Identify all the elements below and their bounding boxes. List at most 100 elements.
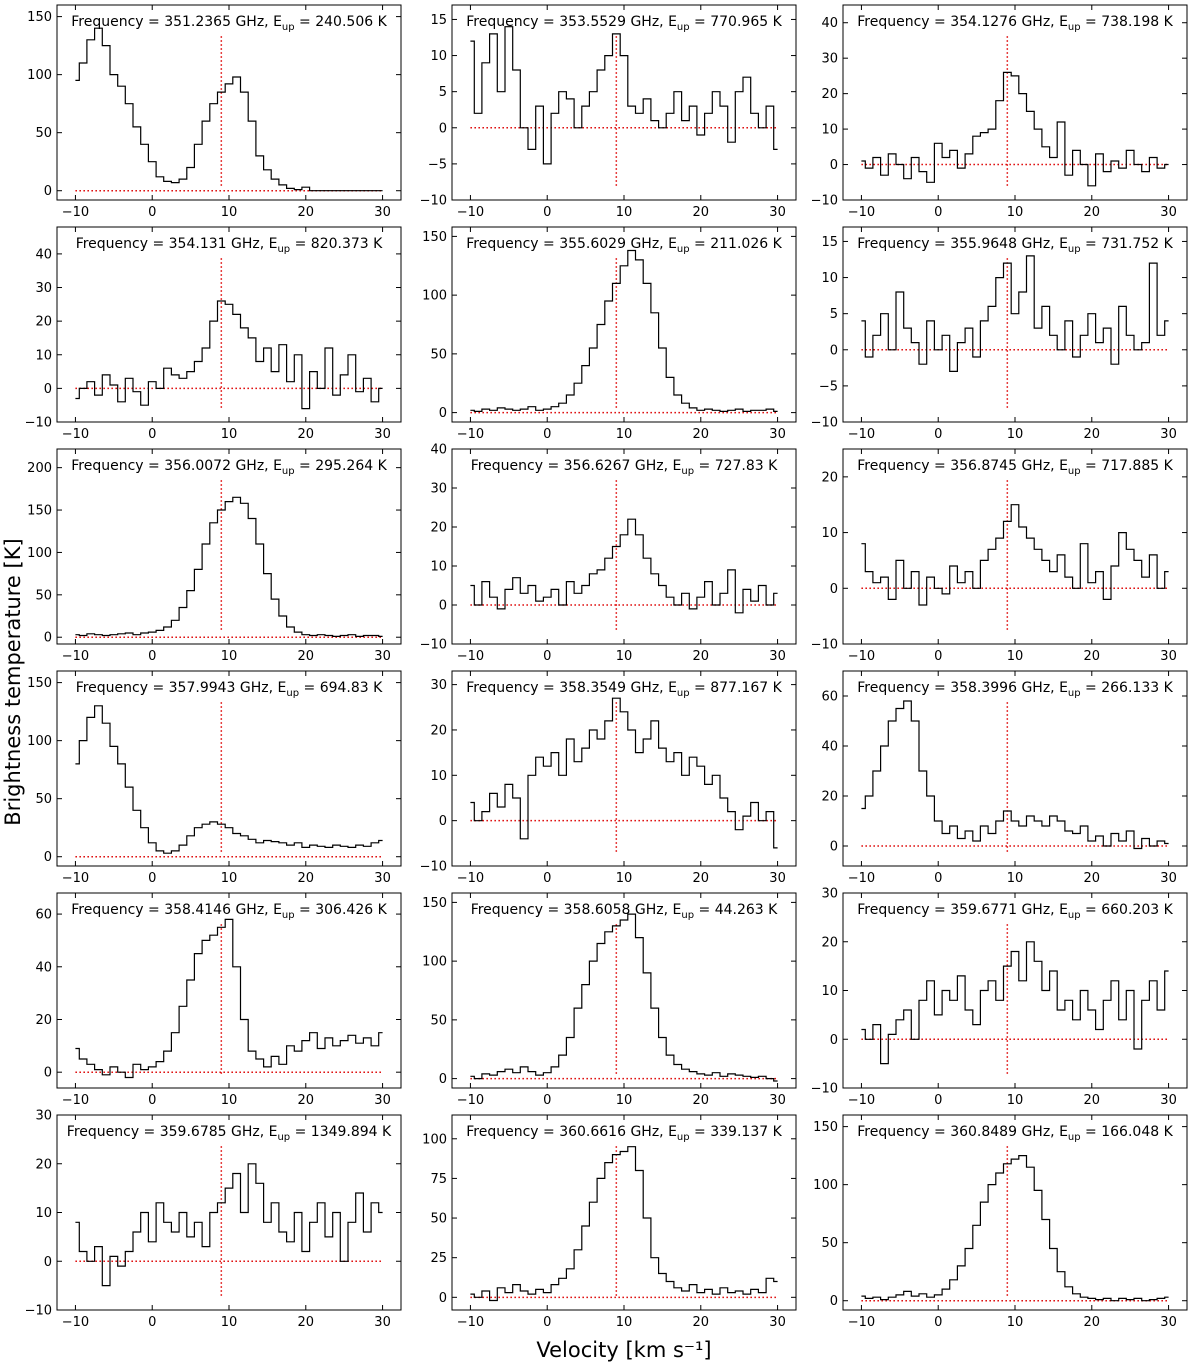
x-tick-label: −10	[848, 871, 875, 886]
x-tick-label: 30	[1160, 1093, 1177, 1108]
panel-title: Frequency = 358.3996 GHz, Eup = 266.133 …	[857, 680, 1173, 699]
spectrum-panel-5: −10 0 10 20 30 0 50 100 150 Frequency = 355.6029 …	[422, 226, 797, 442]
spectrum-panel-13: −10 0 10 20 30 0 20 40 60 Frequency = 358.4146 GH…	[35, 892, 402, 1108]
spectrum-line	[75, 705, 383, 854]
panel-title: Frequency = 353.5529 GHz, Eup = 770.965 …	[466, 14, 782, 33]
x-tick-label: 10	[616, 1315, 633, 1330]
y-tick-label: 100	[422, 1132, 447, 1147]
y-tick-label: −10	[811, 638, 838, 653]
panel-frame	[56, 670, 402, 867]
spectrum-line	[75, 27, 383, 192]
x-tick-label: 0	[543, 649, 551, 664]
x-tick-label: 0	[934, 1315, 942, 1330]
x-tick-label: 20	[693, 427, 710, 442]
spectrum-line	[470, 518, 778, 614]
y-tick-label: 30	[821, 887, 838, 902]
x-tick-label: −10	[457, 427, 484, 442]
panel-title: Frequency = 358.4146 GHz, Eup = 306.426 …	[71, 902, 387, 921]
panel-title: Frequency = 356.8745 GHz, Eup = 717.885 …	[857, 458, 1173, 477]
x-tick-label: 20	[1084, 1315, 1101, 1330]
spectrum-panel-1: −10 0 10 20 30 0 50 100 150 Frequency = 351.2365 …	[27, 4, 402, 220]
x-tick-label: 20	[298, 1093, 315, 1108]
x-tick-label: 30	[1160, 1315, 1177, 1330]
x-tick-label: 10	[1007, 205, 1024, 220]
y-tick-label: 0	[439, 1072, 447, 1087]
x-tick-label: 20	[1084, 1093, 1101, 1108]
panel-frame	[56, 892, 402, 1089]
y-tick-label: 30	[430, 482, 447, 497]
x-tick-label: 10	[1007, 1093, 1024, 1108]
y-tick-label: 0	[830, 158, 838, 173]
y-axis-label: Brightness temperature [K]	[1, 538, 25, 825]
panel-title: Frequency = 355.6029 GHz, Eup = 211.026 …	[466, 236, 782, 255]
x-tick-label: 30	[374, 649, 391, 664]
y-tick-label: −5	[819, 379, 838, 394]
spectrum-line	[470, 913, 778, 1082]
panel-title: Frequency = 355.9648 GHz, Eup = 731.752 …	[857, 236, 1173, 255]
x-tick-label: −10	[62, 427, 89, 442]
x-tick-label: 0	[934, 205, 942, 220]
panel-title: Frequency = 357.9943 GHz, Eup = 694.83 K	[76, 680, 383, 699]
x-tick-label: 0	[148, 649, 156, 664]
y-tick-label: 5	[439, 85, 447, 100]
y-tick-label: 100	[27, 546, 52, 561]
panel-frame	[451, 448, 797, 645]
x-tick-label: 30	[374, 871, 391, 886]
x-tick-label: 30	[374, 1315, 391, 1330]
x-tick-label: 10	[1007, 427, 1024, 442]
x-tick-label: 10	[616, 649, 633, 664]
y-tick-label: 0	[44, 850, 52, 865]
x-tick-label: 10	[221, 871, 238, 886]
y-tick-label: 10	[430, 769, 447, 784]
x-tick-label: −10	[62, 1315, 89, 1330]
x-tick-label: 0	[148, 1315, 156, 1330]
y-tick-label: 0	[830, 1033, 838, 1048]
x-tick-label: 30	[769, 649, 786, 664]
y-tick-label: 50	[430, 347, 447, 362]
x-tick-label: 0	[543, 1093, 551, 1108]
y-tick-label: 0	[439, 121, 447, 136]
spectrum-line	[861, 255, 1169, 372]
spectrum-panel-12: −10 0 10 20 30 0 20 40 60 Frequency = 358.3996 GH…	[821, 670, 1188, 886]
y-tick-label: 10	[35, 348, 52, 363]
y-tick-label: 40	[821, 16, 838, 31]
y-tick-label: 10	[821, 271, 838, 286]
y-tick-label: 50	[821, 1236, 838, 1251]
y-tick-label: 0	[439, 599, 447, 614]
y-tick-label: 15	[430, 13, 447, 28]
y-tick-label: 100	[813, 1178, 838, 1193]
spectrum-panel-14: −10 0 10 20 30 0 50 100 150 Frequency = 358.6058 …	[422, 892, 797, 1108]
spectrum-panel-17: −10 0 10 20 30 0 25 50 75 100 Frequency = 360.6616…	[422, 1114, 797, 1330]
spectrum-panel-18: −10 0 10 20 30 0 50 100 150 Frequency = 360.8489 …	[813, 1114, 1188, 1330]
x-tick-label: −10	[457, 205, 484, 220]
y-tick-label: −10	[420, 860, 447, 875]
spectrum-panel-16: −10 0 10 20 30 −10 0 10 20 30 Frequency = 359.6785…	[25, 1109, 402, 1330]
spectrum-line	[470, 249, 778, 412]
spectrum-line	[861, 1155, 1169, 1302]
x-axis-label: Velocity [km s⁻¹]	[536, 1338, 711, 1362]
panel-title: Frequency = 358.3549 GHz, Eup = 877.167 …	[466, 680, 782, 699]
panel-title: Frequency = 360.6616 GHz, Eup = 339.137 …	[466, 1124, 782, 1143]
panel-title: Frequency = 359.6785 GHz, Eup = 1349.894…	[67, 1124, 392, 1143]
x-tick-label: 0	[934, 649, 942, 664]
y-tick-label: 10	[821, 984, 838, 999]
y-tick-label: 20	[35, 315, 52, 330]
y-tick-label: 0	[439, 1291, 447, 1306]
panel-frame	[842, 226, 1188, 423]
panel-frame	[842, 1114, 1188, 1311]
x-tick-label: 10	[616, 205, 633, 220]
y-tick-label: 30	[430, 678, 447, 693]
y-tick-label: 50	[430, 1013, 447, 1028]
panel-title: Frequency = 359.6771 GHz, Eup = 660.203 …	[857, 902, 1173, 921]
x-tick-label: 0	[543, 427, 551, 442]
panel-frame	[56, 448, 402, 645]
y-tick-label: 40	[35, 960, 52, 975]
y-tick-label: 50	[430, 1212, 447, 1227]
y-tick-label: 10	[821, 526, 838, 541]
x-tick-label: 30	[769, 1315, 786, 1330]
x-tick-label: −10	[848, 1315, 875, 1330]
x-tick-label: 10	[1007, 649, 1024, 664]
x-tick-label: 30	[769, 871, 786, 886]
